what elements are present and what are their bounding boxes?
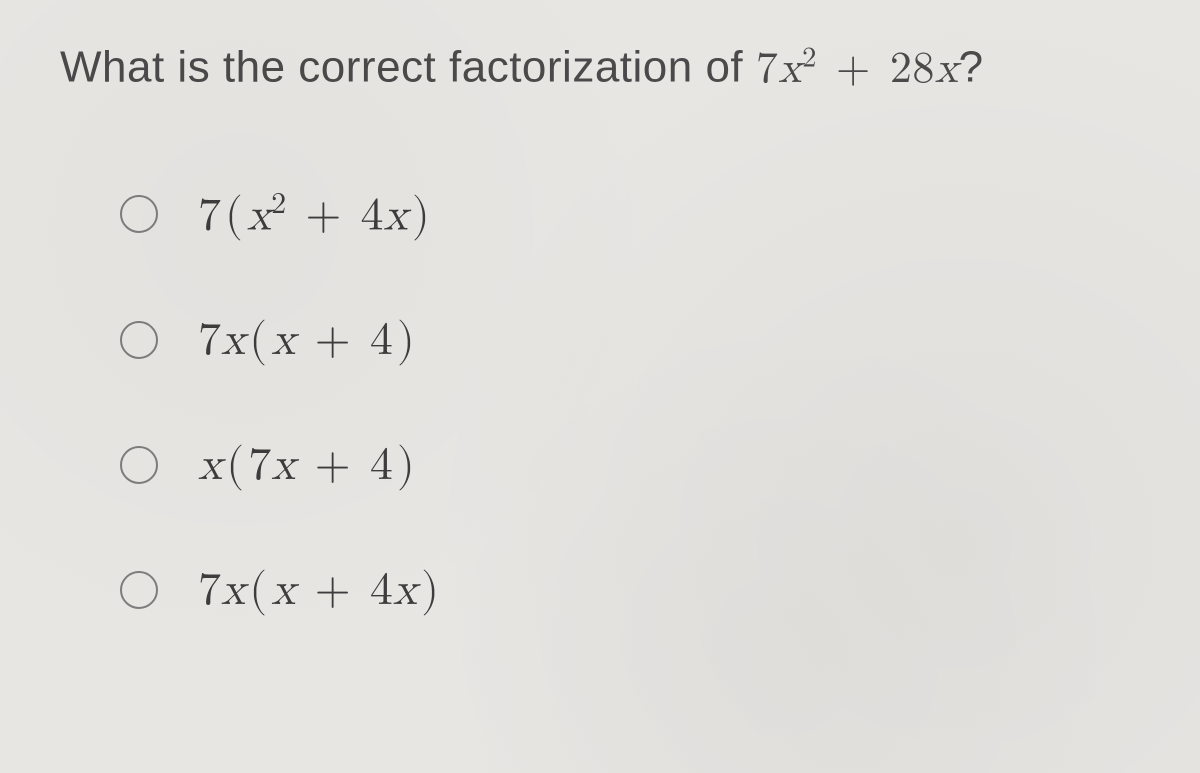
question-text: What is the correct factorization of 7x2… [60, 40, 1140, 96]
option-2-label: 7x(x + 4) [198, 313, 419, 368]
option-1-label: 7(x2 + 4x) [198, 186, 434, 243]
option-4[interactable]: 7x(x + 4x) [120, 563, 1140, 618]
option-3[interactable]: x(7x + 4) [120, 438, 1140, 493]
option-4-label: 7x(x + 4x) [198, 563, 443, 618]
radio-icon[interactable] [120, 571, 158, 609]
option-1[interactable]: 7(x2 + 4x) [120, 186, 1140, 243]
radio-icon[interactable] [120, 195, 158, 233]
question-expression: 7x2 + 28x [756, 47, 959, 91]
radio-icon[interactable] [120, 321, 158, 359]
question-prefix: What is the correct factorization of [60, 43, 756, 92]
option-2[interactable]: 7x(x + 4) [120, 313, 1140, 368]
question-suffix: ? [959, 43, 984, 92]
options-list: 7(x2 + 4x) 7x(x + 4) x(7x + 4) 7x(x + 4x… [60, 186, 1140, 618]
option-3-label: x(7x + 4) [198, 438, 419, 493]
radio-icon[interactable] [120, 446, 158, 484]
